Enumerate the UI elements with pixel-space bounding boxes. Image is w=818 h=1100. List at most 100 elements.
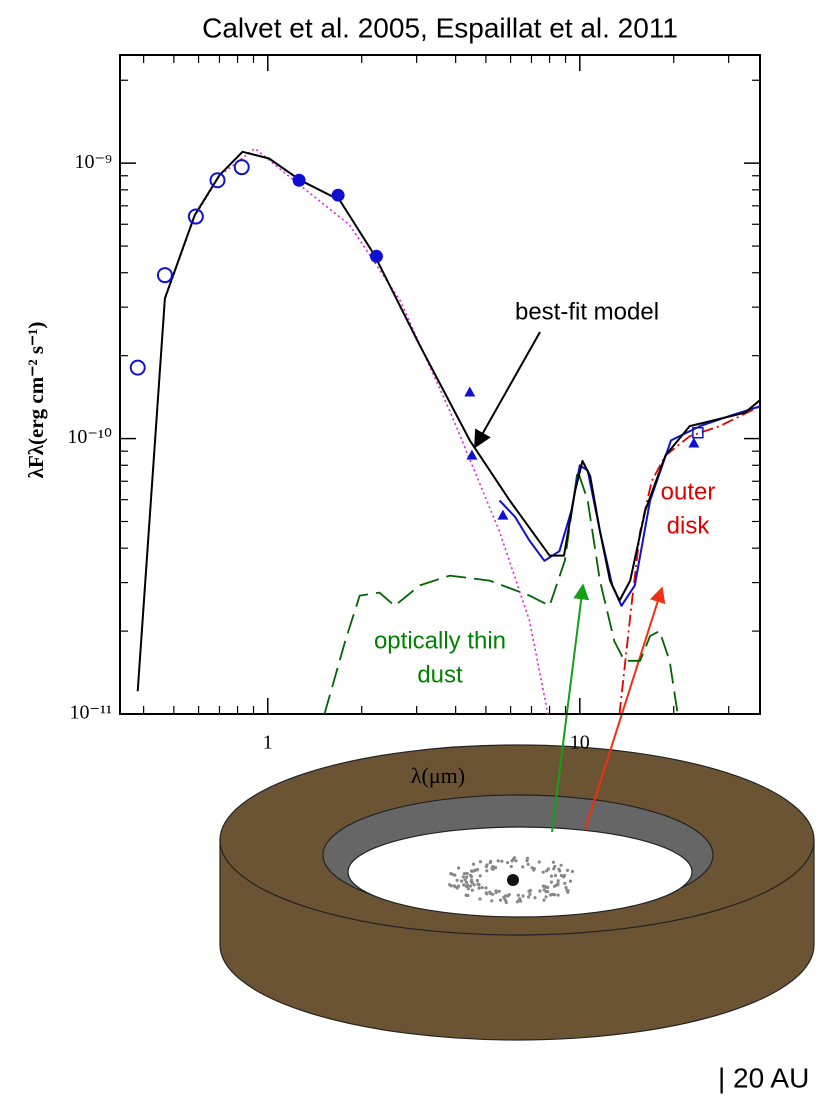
dust-grain bbox=[516, 893, 520, 897]
dust-grain bbox=[549, 880, 554, 884]
annotation: disk bbox=[667, 512, 711, 539]
dust-grain bbox=[485, 892, 489, 896]
dust-grain bbox=[496, 859, 500, 863]
dust-grain bbox=[504, 900, 508, 905]
dust-grain bbox=[485, 869, 489, 873]
dust-grain bbox=[464, 880, 469, 884]
dust-grain bbox=[449, 872, 453, 876]
data-point bbox=[331, 188, 345, 202]
dust-grain bbox=[465, 883, 470, 887]
dust-grain bbox=[564, 885, 568, 890]
dust-grain bbox=[521, 894, 525, 898]
dust-grain bbox=[455, 878, 459, 882]
dust-grain bbox=[480, 886, 484, 890]
y-axis-label: λFλ(erg cm⁻² s⁻¹) bbox=[24, 322, 48, 479]
dust-grain bbox=[484, 886, 488, 890]
dust-grain bbox=[448, 883, 452, 887]
dust-grain bbox=[544, 895, 548, 899]
dust-grain bbox=[457, 884, 461, 888]
dust-grain bbox=[500, 859, 504, 863]
pointer-arrow bbox=[551, 583, 590, 833]
dust-grain bbox=[530, 866, 534, 870]
dust-grain bbox=[460, 879, 464, 883]
dust-cloud bbox=[448, 856, 575, 905]
dust-grain bbox=[484, 865, 488, 869]
data-point bbox=[466, 449, 478, 460]
x-tick-label: 10 bbox=[570, 732, 590, 754]
dust-grain bbox=[563, 881, 567, 886]
dust-grain bbox=[556, 879, 560, 883]
dust-grain bbox=[532, 868, 536, 872]
dust-grain bbox=[494, 865, 498, 870]
dust-grain bbox=[478, 874, 482, 878]
data-point bbox=[292, 173, 306, 187]
dust-grain bbox=[469, 879, 473, 884]
dust-grain bbox=[471, 862, 476, 866]
series-line bbox=[618, 405, 760, 714]
dust-grain bbox=[526, 862, 530, 866]
dust-grain bbox=[463, 878, 467, 882]
dust-grain bbox=[558, 869, 562, 873]
dust-grain bbox=[549, 893, 553, 897]
data-point bbox=[129, 359, 146, 376]
dust-grain bbox=[477, 886, 481, 890]
dust-grain bbox=[466, 893, 470, 898]
annotation: outer bbox=[661, 478, 716, 505]
dust-grain bbox=[556, 893, 560, 897]
dust-grain bbox=[565, 868, 570, 873]
series-line bbox=[323, 469, 679, 714]
dust-grain bbox=[542, 898, 546, 902]
dust-grain bbox=[525, 859, 529, 863]
x-axis-label: λ(μm) bbox=[411, 763, 465, 788]
chart-title: Calvet et al. 2005, Espaillat et al. 201… bbox=[202, 12, 678, 43]
data-point bbox=[688, 437, 700, 448]
dust-grain bbox=[521, 865, 525, 869]
y-tick-label: 10⁻¹⁰ bbox=[67, 426, 112, 448]
dust-grain bbox=[490, 899, 494, 903]
data-point bbox=[156, 267, 173, 284]
dust-grain bbox=[462, 872, 467, 876]
dust-grain bbox=[453, 885, 457, 889]
dust-grain bbox=[533, 896, 537, 900]
dust-grain bbox=[556, 882, 560, 886]
annotation: optically thin bbox=[374, 627, 506, 654]
data-point bbox=[187, 208, 204, 225]
data-point bbox=[692, 426, 704, 439]
dust-grain bbox=[549, 874, 554, 878]
disk-diagram bbox=[219, 744, 815, 1041]
dust-grain bbox=[478, 897, 482, 901]
data-point bbox=[464, 386, 476, 397]
dust-grain bbox=[551, 860, 556, 864]
annotation: best-fit model bbox=[515, 298, 659, 325]
dust-grain bbox=[489, 859, 493, 864]
data-point bbox=[233, 159, 250, 176]
x-tick-label: 1 bbox=[263, 732, 273, 754]
annotation: dust bbox=[417, 661, 463, 688]
scale-label: | 20 AU bbox=[718, 1062, 809, 1093]
dust-grain bbox=[461, 875, 465, 879]
dust-grain bbox=[544, 885, 548, 889]
dust-grain bbox=[528, 888, 533, 893]
dust-grain bbox=[546, 867, 551, 871]
dust-grain bbox=[470, 888, 474, 892]
star bbox=[507, 874, 519, 886]
dust-grain bbox=[469, 874, 473, 879]
dust-grain bbox=[538, 889, 542, 893]
dust-grain bbox=[527, 895, 531, 899]
dust-grain bbox=[497, 889, 501, 893]
dust-grain bbox=[477, 883, 481, 887]
dust-grain bbox=[489, 892, 493, 896]
plot-area bbox=[129, 147, 760, 714]
dust-grain bbox=[541, 870, 545, 874]
dust-grain bbox=[490, 866, 494, 871]
pointer-arrow bbox=[584, 586, 666, 831]
dust-grain bbox=[559, 873, 564, 878]
dust-grain bbox=[498, 898, 503, 902]
annotation-arrow bbox=[474, 331, 541, 449]
dust-grain bbox=[504, 894, 508, 898]
dust-grain bbox=[553, 874, 558, 878]
dust-grain bbox=[552, 867, 556, 871]
dust-grain bbox=[544, 889, 548, 894]
dust-grain bbox=[570, 869, 575, 874]
